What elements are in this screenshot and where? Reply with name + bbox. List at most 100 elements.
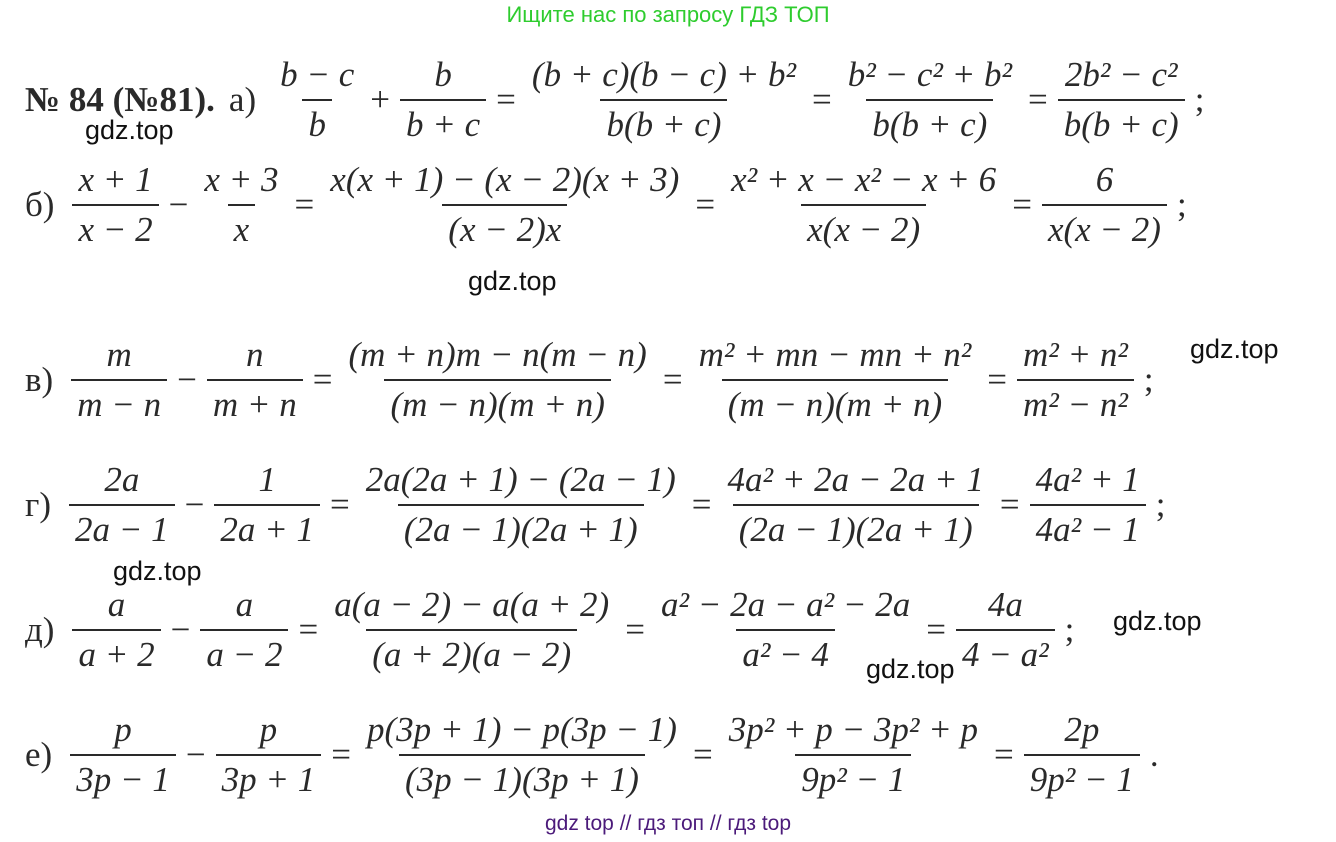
numerator: a(a − 2) − a(a + 2) xyxy=(334,585,610,624)
watermark: gdz.top xyxy=(866,654,955,684)
fraction: n m + n xyxy=(206,335,303,425)
operator: = xyxy=(312,360,333,399)
equation-row: г) 2a 2a − 1−1 2a + 1 = 2a(2a + 1) − (2a − 1)… xyxy=(25,460,1171,550)
numerator: 2a xyxy=(104,460,140,499)
numerator: b² − c² + b² xyxy=(847,55,1012,94)
fraction: 2b² − c² b(b + c) xyxy=(1057,55,1185,145)
fraction: b b + c xyxy=(400,55,487,145)
operator: = xyxy=(1027,80,1048,119)
watermark: gdz.top xyxy=(113,556,202,586)
numerator: n xyxy=(246,335,264,374)
fraction: b − c b xyxy=(274,55,360,145)
operator: − xyxy=(168,185,189,224)
numerator: m² + mn − mn + n² xyxy=(698,335,972,374)
numerator: 4a xyxy=(987,585,1023,624)
operator: = xyxy=(496,80,516,119)
fraction: 4a 4 − a² xyxy=(956,585,1055,675)
watermark: gdz.top xyxy=(468,266,557,296)
part-label: в) xyxy=(25,360,54,399)
problem-number: № 84 (№81). xyxy=(25,80,215,119)
denominator: b + c xyxy=(400,99,487,145)
denominator: (m − n)(m + n) xyxy=(721,379,949,425)
fraction: 3p² + p − 3p² + p 9p² − 1 xyxy=(723,710,984,800)
numerator: p xyxy=(114,710,132,749)
numerator: b − c xyxy=(280,55,355,94)
denominator: (x − 2)x xyxy=(442,204,568,250)
denominator: 3p + 1 xyxy=(215,754,322,800)
fraction: m² + mn − mn + n² (m − n)(m + n) xyxy=(693,335,978,425)
denominator: (2a − 1)(2a + 1) xyxy=(732,504,979,550)
numerator: a² − 2a − a² − 2a xyxy=(660,585,911,624)
fraction: a(a − 2) − a(a + 2) (a + 2)(a − 2) xyxy=(328,585,615,675)
top-banner[interactable]: Ищите нас по запросу ГДЗ ТОП xyxy=(506,2,830,27)
operator: ; xyxy=(1143,360,1154,399)
fraction: m m − n xyxy=(71,335,168,425)
watermark: gdz.top xyxy=(85,115,174,145)
denominator: x − 2 xyxy=(72,204,159,250)
bottom-banner[interactable]: gdz top // гдз топ // гдз top xyxy=(544,812,792,835)
numerator: 2p xyxy=(1064,710,1100,749)
equation-row: № 84 (№81). а) b − c b + b b + c = (b + c)(b − c… xyxy=(25,55,1210,145)
operator: = xyxy=(691,485,712,524)
operator: = xyxy=(695,185,716,224)
numerator: (m + n)m − n(m − n) xyxy=(348,335,647,374)
fraction: b² − c² + b² b(b + c) xyxy=(842,55,1018,145)
fraction: 2p 9p² − 1 xyxy=(1023,710,1140,800)
denominator: m − n xyxy=(71,379,168,425)
numerator: 4a² + 1 xyxy=(1035,460,1140,499)
denominator: m² − n² xyxy=(1016,379,1134,425)
part-label: б) xyxy=(25,185,55,224)
operator: ; xyxy=(1155,485,1166,524)
fraction: x + 3 x xyxy=(198,160,284,250)
fraction: x(x + 1) − (x − 2)(x + 3) (x − 2)x xyxy=(324,160,685,250)
operator: ; xyxy=(1194,80,1205,119)
operator: ; xyxy=(1176,185,1187,224)
part-label: а) xyxy=(228,80,257,119)
denominator: (m − n)(m + n) xyxy=(384,379,611,425)
denominator: 4 − a² xyxy=(956,629,1055,675)
numerator: 2a(2a + 1) − (2a − 1) xyxy=(365,460,676,499)
denominator: a + 2 xyxy=(72,629,161,675)
denominator: 9p² − 1 xyxy=(795,754,912,800)
fraction: 2a(2a + 1) − (2a − 1) (2a − 1)(2a + 1) xyxy=(360,460,682,550)
denominator: b(b + c) xyxy=(866,99,994,145)
denominator: 4a² − 1 xyxy=(1029,504,1146,550)
operator: = xyxy=(999,485,1020,524)
numerator: 6 xyxy=(1095,160,1114,199)
numerator: x + 1 xyxy=(78,160,153,199)
numerator: m xyxy=(106,335,132,374)
operator: = xyxy=(926,610,947,649)
operator: = xyxy=(330,485,350,524)
fraction: a a + 2 xyxy=(72,585,161,675)
equation-row: е) p 3p − 1− p 3p + 1 = p(3p + 1) − p(3p − 1)(… xyxy=(25,710,1165,800)
denominator: 2a − 1 xyxy=(69,504,175,550)
fraction: p 3p + 1 xyxy=(215,710,322,800)
numerator: a xyxy=(107,585,126,624)
fraction: 1 2a + 1 xyxy=(214,460,321,550)
fraction: 4a² + 2a − 2a + 1 (2a − 1)(2a + 1) xyxy=(722,460,990,550)
denominator: (3p − 1)(3p + 1) xyxy=(399,754,645,800)
denominator: b xyxy=(302,99,332,145)
operator: = xyxy=(692,735,713,774)
denominator: (2a − 1)(2a + 1) xyxy=(397,504,644,550)
watermark: gdz.top xyxy=(1190,334,1279,364)
operator: = xyxy=(625,610,645,649)
operator: = xyxy=(994,735,1014,774)
operator: − xyxy=(177,360,197,399)
denominator: x xyxy=(227,204,256,250)
fraction: m² + n² m² − n² xyxy=(1016,335,1134,425)
operator: = xyxy=(811,80,832,119)
numerator: 1 xyxy=(258,460,276,499)
denominator: 9p² − 1 xyxy=(1023,754,1140,800)
numerator: b xyxy=(434,55,452,94)
numerator: m² + n² xyxy=(1022,335,1128,374)
numerator: x(x + 1) − (x − 2)(x + 3) xyxy=(330,160,680,199)
operator: = xyxy=(331,735,351,774)
fraction: (b + c)(b − c) + b² b(b + c) xyxy=(526,55,802,145)
denominator: x(x − 2) xyxy=(801,204,927,250)
fraction: 6 x(x − 2) xyxy=(1041,160,1167,250)
denominator: x(x − 2) xyxy=(1041,204,1167,250)
fraction: 2a 2a − 1 xyxy=(69,460,175,550)
fraction: (m + n)m − n(m − n) (m − n)(m + n) xyxy=(343,335,653,425)
fraction: x + 1 x − 2 xyxy=(72,160,159,250)
